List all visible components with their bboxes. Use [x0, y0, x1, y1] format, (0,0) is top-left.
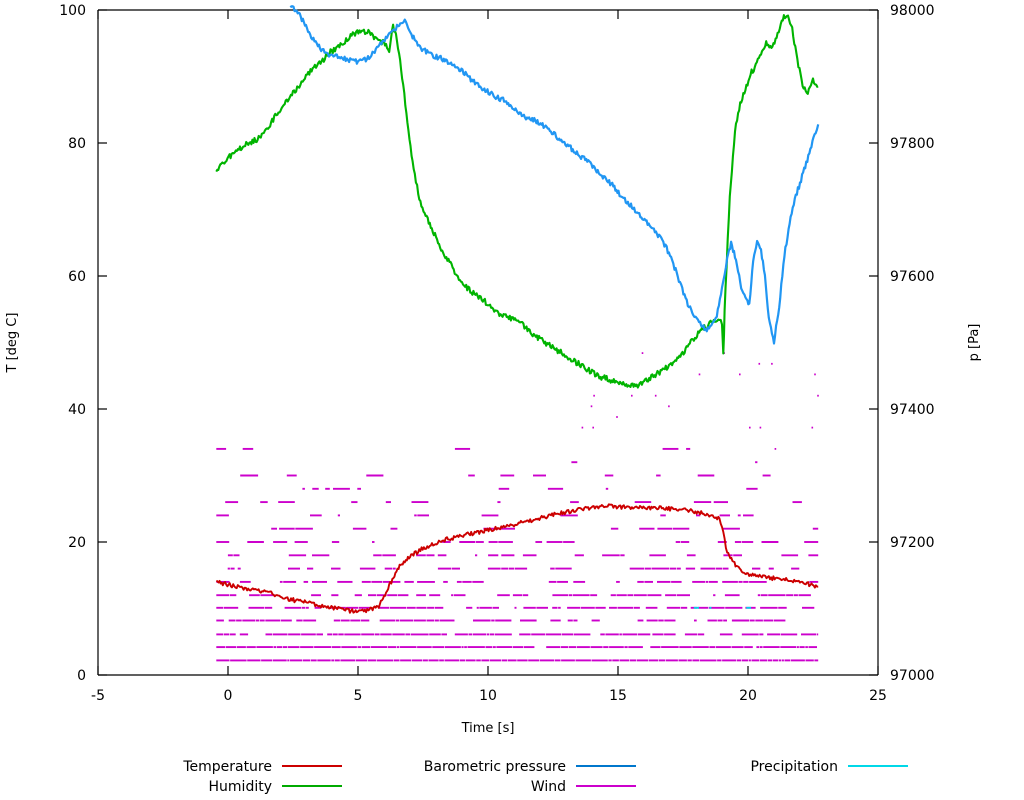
x-tick-label: -5: [91, 688, 105, 704]
legend-label: Humidity: [209, 779, 272, 795]
x-tick-label: 5: [354, 688, 363, 704]
y-left-tick-label: 40: [68, 402, 86, 418]
x-axis-ticks: -5 0 5 10 15 20 25: [91, 10, 887, 704]
y-right-axis-ticks: 97000 97200 97400 97600 97800 98000: [869, 3, 935, 684]
series-barometric-pressure: [289, 5, 820, 345]
y-left-tick-label: 60: [68, 269, 86, 285]
legend-label: Precipitation: [750, 759, 838, 775]
y-left-tick-label: 0: [77, 668, 86, 684]
humidity-line: [215, 14, 819, 389]
series-temperature: [216, 503, 819, 614]
series-wind: [216, 352, 819, 662]
temperature-line: [216, 503, 819, 614]
x-tick-label: 10: [479, 688, 497, 704]
y-right-tick-label: 97000: [890, 668, 935, 684]
y-right-tick-label: 97800: [890, 136, 935, 152]
y-left-axis-title: T [deg C]: [5, 313, 20, 374]
pressure-line: [289, 5, 820, 345]
y-right-axis-title: p [Pa]: [967, 324, 982, 362]
axis-titles: Time [s] T [deg C] p [Pa]: [5, 313, 982, 736]
chart-legend: Temperature Barometric pressure Precipitat…: [182, 759, 908, 795]
series-humidity: [215, 14, 819, 389]
x-axis-title: Time [s]: [461, 721, 515, 736]
y-left-tick-label: 20: [68, 535, 86, 551]
y-right-tick-label: 97400: [890, 402, 935, 418]
legend-label: Barometric pressure: [424, 759, 566, 775]
y-left-axis-ticks: 0 20 40 60 80 100: [59, 3, 107, 684]
legend-label: Temperature: [182, 759, 272, 775]
y-left-tick-label: 100: [59, 3, 86, 19]
x-tick-label: 20: [739, 688, 757, 704]
y-right-tick-label: 97600: [890, 269, 935, 285]
y-right-tick-label: 97200: [890, 535, 935, 551]
y-left-tick-label: 80: [68, 136, 86, 152]
legend-label: Wind: [531, 779, 566, 795]
x-tick-label: 0: [224, 688, 233, 704]
x-tick-label: 15: [609, 688, 627, 704]
x-tick-label: 25: [869, 688, 887, 704]
y-right-tick-label: 98000: [890, 3, 935, 19]
